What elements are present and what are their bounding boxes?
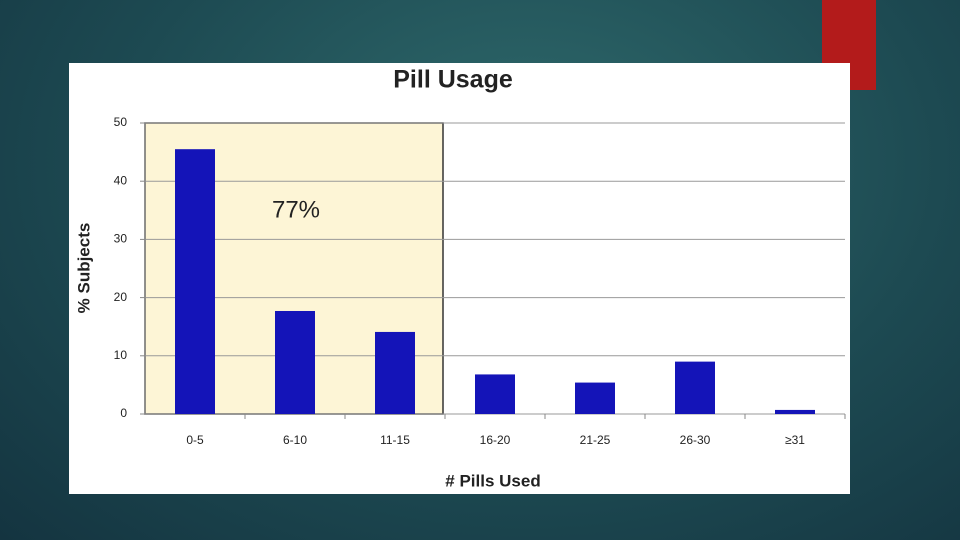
y-tick-label: 50 [114, 115, 128, 129]
y-axis-title: % Subjects [74, 223, 93, 314]
x-axis-title: # Pills Used [445, 471, 540, 490]
y-tick-label: 40 [114, 173, 128, 187]
x-tick-label: ≥31 [785, 433, 805, 447]
bar [175, 149, 215, 414]
chart-title: Pill Usage [393, 66, 513, 94]
y-tick-label: 10 [114, 348, 128, 362]
y-tick-label: 0 [120, 406, 127, 420]
bar [375, 331, 415, 414]
x-tick-label: 16-20 [480, 433, 511, 447]
bar [575, 382, 615, 414]
x-tick-label: 11-15 [380, 433, 410, 447]
y-tick-label: 30 [114, 232, 128, 246]
bar [675, 361, 715, 414]
x-tick-label: 6-10 [283, 433, 307, 447]
y-tick-label: 20 [114, 290, 128, 304]
x-tick-label: 0-5 [186, 433, 204, 447]
annotation: 77% [272, 196, 320, 223]
x-tick-label: 26-30 [680, 433, 711, 447]
x-tick-label: 21-25 [580, 433, 611, 447]
bar [275, 310, 315, 414]
bar [475, 374, 515, 414]
bar [775, 409, 815, 414]
